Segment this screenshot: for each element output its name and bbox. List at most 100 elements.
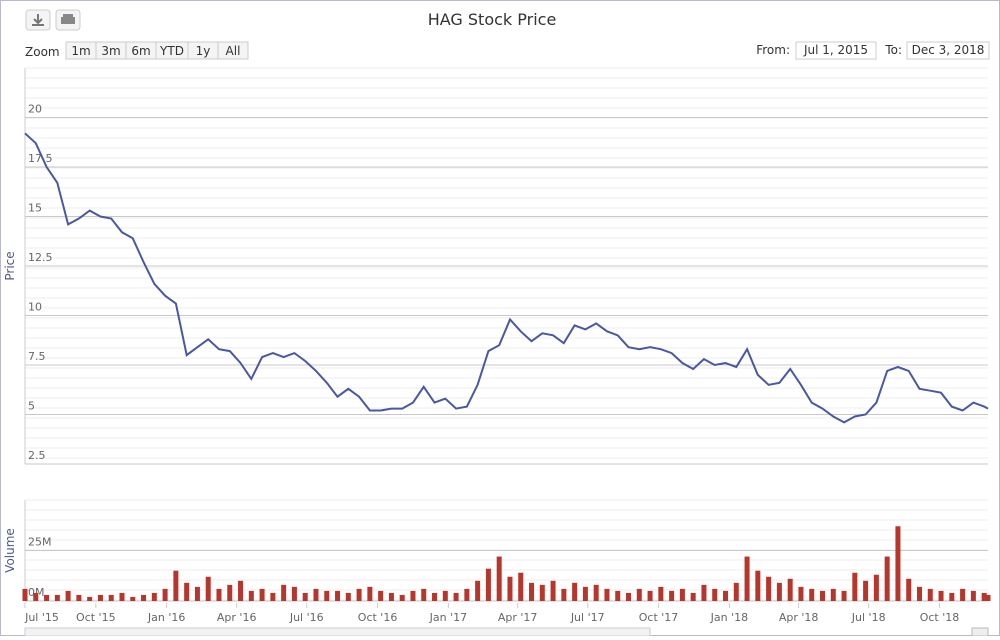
- volume-bar: [906, 578, 912, 601]
- volume-bar: [302, 592, 308, 601]
- y-tick-label: 0M: [28, 586, 45, 599]
- range-button[interactable]: [217, 41, 249, 60]
- y-tick-label: 5: [28, 400, 35, 413]
- volume-bar: [916, 586, 922, 601]
- x-tick-label: Oct '16: [358, 611, 398, 624]
- volume-bar: [809, 588, 815, 601]
- volume-bar: [776, 582, 782, 601]
- range-button-label[interactable]: YTD: [159, 44, 184, 58]
- volume-bar: [205, 576, 211, 601]
- volume-bar: [44, 594, 50, 601]
- y-tick-label: 15: [28, 202, 42, 215]
- volume-bar: [151, 592, 157, 601]
- volume-bar: [712, 588, 718, 601]
- x-tick-label: Jul '16: [289, 611, 324, 624]
- price-line: [24, 132, 989, 424]
- x-tick-label: Jan '16: [147, 611, 185, 624]
- volume-bar: [539, 584, 545, 601]
- export-button[interactable]: [25, 9, 51, 31]
- volume-bar: [518, 572, 524, 601]
- from-input[interactable]: [795, 41, 877, 60]
- range-button-label[interactable]: 6m: [131, 44, 150, 58]
- volume-bar: [345, 592, 351, 601]
- volume-bar: [723, 590, 729, 601]
- y-tick-label: 17.5: [28, 152, 53, 165]
- range-button-label[interactable]: 1m: [71, 44, 90, 58]
- volume-bar: [270, 592, 276, 601]
- volume-bar: [938, 590, 944, 601]
- x-tick-label: Apr '16: [217, 611, 257, 624]
- volume-bar: [841, 590, 847, 601]
- volume-bar: [949, 592, 955, 601]
- y-tick-label: 10: [28, 301, 42, 314]
- volume-bar: [97, 594, 103, 601]
- volume-bar: [227, 584, 233, 601]
- volume-bar: [313, 588, 319, 601]
- volume-bar: [259, 588, 265, 601]
- volume-bar: [755, 570, 761, 601]
- volume-bar: [960, 588, 966, 601]
- volume-bar: [65, 590, 71, 601]
- volume-bar: [669, 590, 675, 601]
- volume-bar: [108, 594, 114, 601]
- print-button[interactable]: [55, 9, 81, 31]
- volume-bar: [679, 588, 685, 601]
- navigator-handle[interactable]: [971, 627, 989, 637]
- volume-bar: [593, 584, 599, 601]
- x-tick-label: Oct '18: [920, 611, 960, 624]
- y-tick-label: 12.5: [28, 251, 53, 264]
- volume-bar: [248, 590, 254, 601]
- volume-bar: [291, 586, 297, 601]
- volume-bar: [658, 586, 664, 601]
- volume-bar: [399, 594, 405, 601]
- volume-bar: [216, 588, 222, 601]
- y-tick-label: 7.5: [28, 350, 46, 363]
- volume-bar: [194, 586, 200, 601]
- volume-bar: [119, 592, 125, 601]
- volume-bar: [981, 592, 987, 601]
- range-button-label[interactable]: 3m: [101, 44, 120, 58]
- volume-bar: [582, 586, 588, 601]
- volume-bar: [647, 590, 653, 601]
- volume-bar: [819, 590, 825, 601]
- volume-bar: [550, 580, 556, 601]
- volume-bar: [442, 590, 448, 601]
- volume-bar: [464, 588, 470, 601]
- chart-title: HAG Stock Price: [428, 10, 557, 29]
- volume-bar: [130, 596, 136, 601]
- x-tick-label: Oct '15: [76, 611, 116, 624]
- x-tick-label: Oct '17: [639, 611, 679, 624]
- range-button-label[interactable]: 1y: [196, 44, 211, 58]
- volume-bar: [895, 526, 901, 601]
- volume-bar: [863, 580, 869, 601]
- volume-bar: [485, 568, 491, 601]
- volume-bar: [87, 596, 93, 601]
- from-label: From:: [756, 43, 790, 57]
- zoom-label: Zoom: [25, 45, 60, 59]
- volume-bar: [335, 590, 341, 601]
- volume-bar: [561, 588, 567, 601]
- volume-bar: [54, 594, 60, 601]
- to-value[interactable]: Dec 3, 2018: [912, 43, 985, 57]
- navigator[interactable]: [24, 627, 651, 637]
- x-tick-label: Jul '17: [570, 611, 605, 624]
- volume-bar: [701, 584, 707, 601]
- volume-bar: [766, 576, 772, 601]
- volume-bar: [173, 570, 179, 601]
- volume-bar: [421, 588, 427, 601]
- volume-bar: [281, 584, 287, 601]
- from-value[interactable]: Jul 1, 2015: [803, 43, 868, 57]
- to-input[interactable]: [906, 41, 990, 60]
- volume-bar: [33, 592, 39, 601]
- volume-bar: [733, 582, 739, 601]
- volume-bar: [787, 578, 793, 601]
- volume-bar: [852, 572, 858, 601]
- range-button-label[interactable]: All: [226, 44, 241, 58]
- x-tick-label: Apr '17: [498, 611, 538, 624]
- x-tick-label: Jan '17: [429, 611, 467, 624]
- volume-bar: [410, 590, 416, 601]
- volume-bar: [830, 588, 836, 601]
- volume-bar: [453, 592, 459, 601]
- volume-bar: [873, 574, 879, 601]
